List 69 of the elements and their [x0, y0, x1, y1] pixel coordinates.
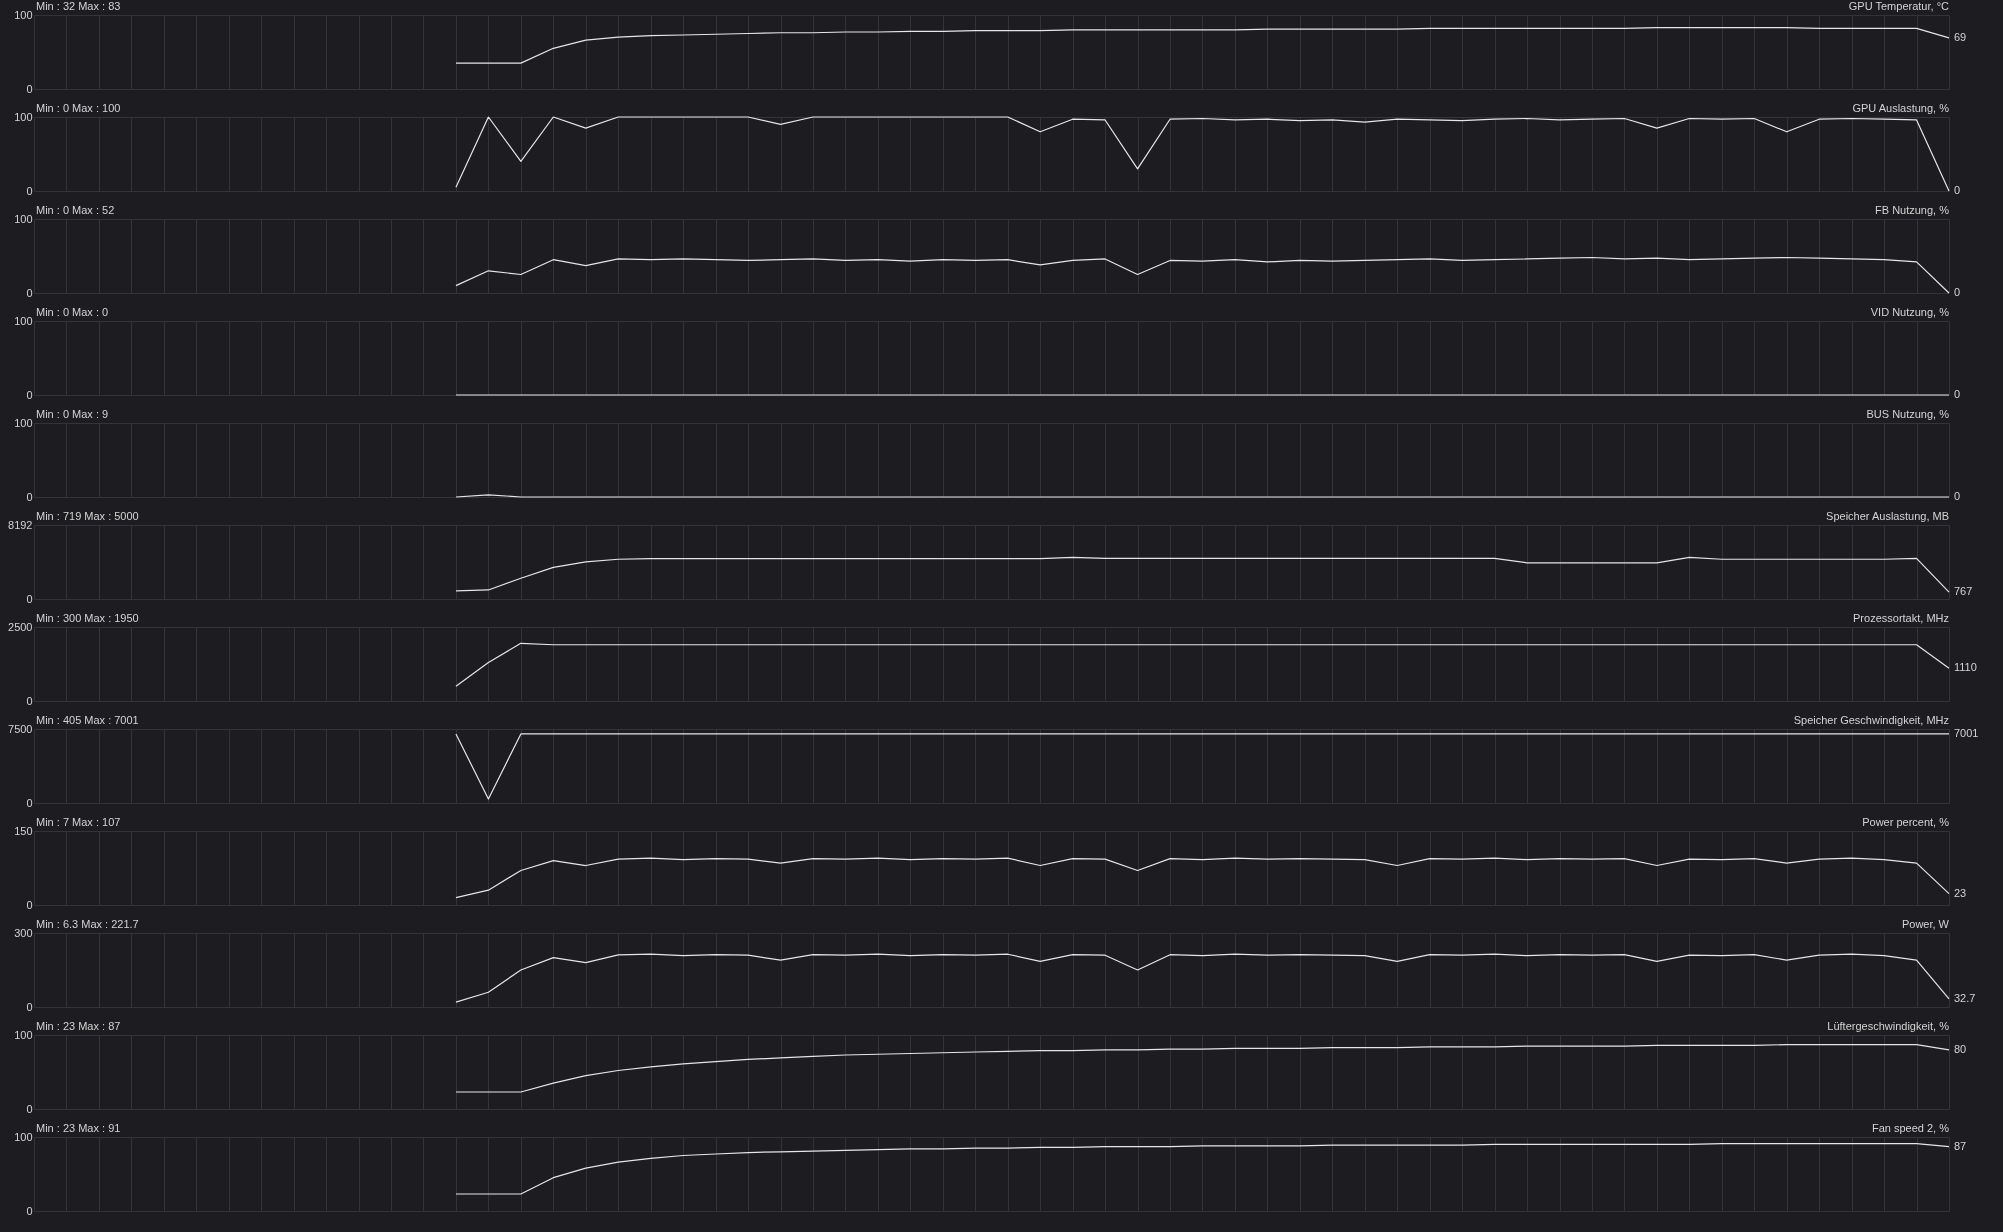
y-tick-label: 100	[14, 8, 33, 21]
y-tick-label: 100	[14, 1130, 33, 1143]
y-tick-label: 0	[26, 1102, 33, 1115]
chart-title: Lüftergeschwindigkeit, %	[1827, 1020, 1950, 1032]
text: Min : 719 Max : 5000	[36, 510, 139, 522]
y-tick-label: 100	[14, 110, 33, 123]
data-label: 87	[1954, 1139, 1967, 1152]
y-tick-label: 150	[14, 824, 33, 837]
chart-title: VID Nutzung, %	[1870, 306, 1950, 318]
data-label: 0	[1954, 490, 1961, 502]
chart-title: Speicher Auslastung, MB	[1826, 510, 1949, 522]
text: Min : 23 Max : 87	[36, 1020, 121, 1032]
data-label: 0	[1954, 388, 1961, 400]
y-tick-label: 0	[26, 898, 33, 911]
y-tick-label: 7500	[8, 722, 33, 735]
text: Min : 7 Max : 107	[36, 816, 121, 828]
data-label: 0	[1954, 184, 1961, 196]
y-tick-label: 100	[14, 416, 33, 429]
text: Min : 0 Max : 9	[36, 408, 109, 420]
line-series	[455, 642, 1950, 687]
chart-title: Power percent, %	[1862, 816, 1950, 828]
y-tick-label: 0	[26, 796, 33, 809]
text: Min : 0 Max : 52	[36, 204, 115, 216]
text: Min : 0 Max : 100	[36, 102, 121, 114]
line-series	[455, 116, 1950, 192]
line-series	[455, 26, 1950, 64]
y-tick-label: 0	[26, 1000, 33, 1013]
y-tick-label: 300	[14, 926, 33, 939]
y-tick-label: 100	[14, 314, 33, 327]
chart-title: BUS Nutzung, %	[1866, 408, 1950, 420]
line-series	[455, 1143, 1950, 1195]
y-tick-label: 2500	[8, 620, 33, 633]
data-label: 23	[1954, 886, 1967, 899]
line-series	[455, 857, 1950, 899]
text: Min : 23 Max : 91	[36, 1122, 121, 1134]
data-label: 767	[1954, 585, 1973, 598]
line-series	[455, 1044, 1950, 1093]
line-series	[455, 256, 1950, 294]
y-tick-label: 0	[26, 82, 33, 95]
y-tick-label: 0	[26, 592, 33, 605]
data-label: 32.7	[1954, 991, 1976, 1004]
chart-title: Speicher Geschwindigkeit, MHz	[1793, 714, 1949, 726]
chart-title: Power, W	[1901, 918, 1950, 930]
y-tick-label: 0	[26, 694, 33, 707]
chart-title: Fan speed 2, %	[1871, 1122, 1950, 1134]
y-tick-label: 8192	[8, 518, 33, 531]
data-label: 69	[1954, 30, 1967, 43]
text: Min : 300 Max : 1950	[36, 612, 139, 624]
y-tick-label: 0	[26, 388, 33, 401]
y-tick-label: 100	[14, 1028, 33, 1041]
text: Min : 0 Max : 0	[36, 306, 109, 318]
data-label: 7001	[1954, 726, 1979, 739]
text: Min : 6.3 Max : 221.7	[36, 918, 139, 930]
line-series	[455, 953, 1950, 1003]
line-series	[455, 556, 1950, 593]
y-tick-label: 0	[26, 286, 33, 299]
y-tick-label: 0	[26, 490, 33, 503]
chart-title: Prozessortakt, MHz	[1853, 612, 1949, 624]
y-tick-label: 0	[26, 184, 33, 197]
data-label: 1110	[1954, 661, 1977, 674]
text: Min : 32 Max : 83	[36, 0, 121, 12]
data-label: 0	[1954, 286, 1961, 298]
y-tick-label: 0	[26, 1204, 33, 1217]
chart-title: FB Nutzung, %	[1875, 204, 1950, 216]
data-label: 80	[1954, 1042, 1967, 1055]
y-tick-label: 100	[14, 212, 33, 225]
chart-title: GPU Temperatur, °C	[1848, 0, 1950, 12]
text: Min : 405 Max : 7001	[36, 714, 139, 726]
chart-title: GPU Auslastung, %	[1852, 102, 1950, 114]
